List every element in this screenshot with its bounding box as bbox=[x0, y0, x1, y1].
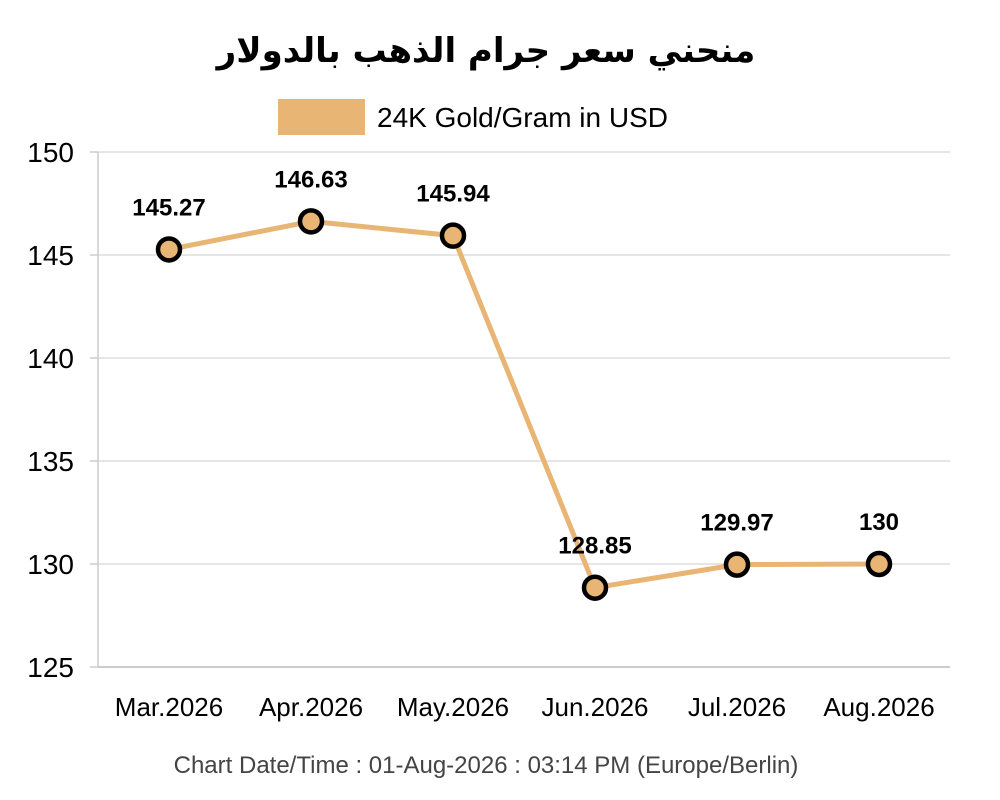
x-axis-ticks: Mar.2026 Apr.2026 May.2026 Jun.2026 Jul.2026… bbox=[115, 692, 935, 722]
x-tick-label: Apr.2026 bbox=[259, 692, 363, 722]
y-tick-label: 150 bbox=[27, 137, 74, 168]
data-point bbox=[439, 222, 467, 249]
y-tick-label: 125 bbox=[27, 652, 74, 683]
y-tick-label: 135 bbox=[27, 446, 74, 477]
data-point bbox=[723, 551, 751, 578]
x-tick-label: Jul.2026 bbox=[688, 692, 786, 722]
data-point bbox=[297, 208, 325, 235]
gridlines bbox=[98, 151, 950, 565]
legend-label: 24K Gold/Gram in USD bbox=[377, 102, 668, 133]
x-tick-label: Mar.2026 bbox=[115, 692, 223, 722]
y-axis-ticks: 125 130 135 140 145 150 bbox=[27, 137, 98, 683]
data-point bbox=[155, 236, 183, 263]
data-label: 130 bbox=[859, 509, 899, 536]
data-point bbox=[581, 574, 609, 601]
data-label: 129.97 bbox=[700, 510, 773, 537]
data-points bbox=[155, 208, 893, 601]
axes bbox=[97, 152, 950, 668]
x-tick-label: Aug.2026 bbox=[823, 692, 934, 722]
chart-datetime-footer: Chart Date/Time : 01-Aug-2026 : 03:14 PM… bbox=[174, 752, 799, 779]
series-line-layer bbox=[166, 218, 882, 591]
data-label: 145.27 bbox=[132, 194, 205, 221]
legend-swatch bbox=[278, 99, 365, 135]
series-line bbox=[166, 218, 882, 591]
x-tick-label: Jun.2026 bbox=[542, 692, 649, 722]
legend: 24K Gold/Gram in USD bbox=[278, 99, 668, 135]
data-label: 146.63 bbox=[274, 166, 347, 193]
data-label: 145.94 bbox=[416, 181, 490, 208]
y-tick-label: 145 bbox=[27, 240, 74, 271]
data-labels: 145.27 146.63 145.94 128.85 129.97 130 bbox=[132, 166, 899, 559]
y-tick-label: 130 bbox=[27, 549, 74, 580]
chart-title: منحني سعر جرام الذهب بالدولار bbox=[215, 31, 756, 71]
x-tick-label: May.2026 bbox=[397, 692, 509, 722]
data-label: 128.85 bbox=[558, 533, 631, 560]
y-tick-label: 140 bbox=[27, 343, 74, 374]
data-point bbox=[865, 550, 893, 578]
